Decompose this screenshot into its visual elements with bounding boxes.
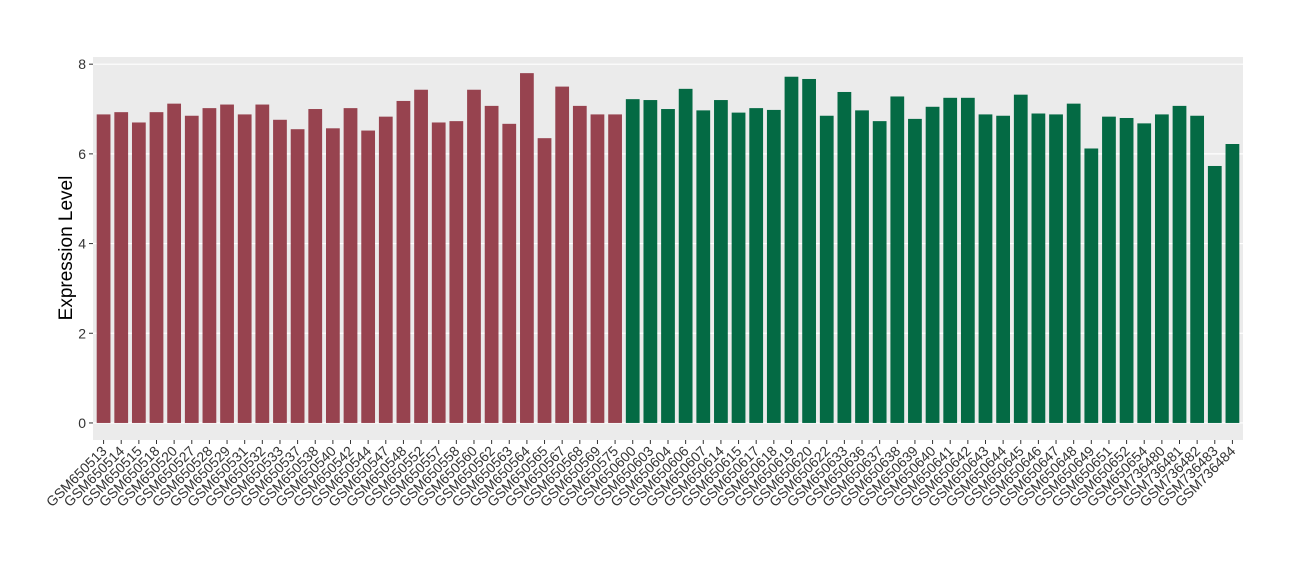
bar [467,89,481,423]
bar [960,97,975,423]
bar [237,114,252,423]
bar [625,99,640,423]
bar [731,112,746,423]
bar [872,121,887,423]
bar [890,96,905,423]
bar [1172,105,1187,423]
bar [1225,144,1240,423]
bar [802,78,816,423]
bar [925,106,940,423]
bar [714,100,728,423]
bar [184,115,199,423]
bar [1190,115,1205,423]
bar [1084,148,1099,423]
bar [819,115,834,423]
bar [414,89,428,423]
bar [220,104,234,423]
bar [784,76,799,423]
bar [978,114,993,423]
bar [1154,114,1169,423]
y-tick-label: 8 [78,56,86,72]
bar [520,73,534,423]
y-tick-label: 0 [78,415,86,431]
bar [643,100,658,423]
bar [114,112,129,423]
bar [484,105,499,423]
bar [749,108,764,423]
bar [131,122,146,423]
bar [325,128,340,423]
bar [502,123,517,423]
bar [908,118,922,423]
bar [202,108,217,423]
bar [255,104,270,423]
bar [167,103,182,423]
bar [555,86,570,423]
bar [290,129,305,423]
bar [431,122,446,423]
bar [661,109,675,423]
bar [1013,94,1028,423]
y-tick-label: 4 [78,236,86,252]
y-tick-label: 2 [78,325,86,341]
bar [855,110,869,423]
bar [361,130,376,423]
bar [1119,117,1134,423]
bar [837,91,852,423]
bar [1049,114,1063,423]
bar [396,100,411,423]
bar [696,110,711,423]
bar [678,88,693,423]
bar [308,109,323,423]
bar [96,114,111,423]
bar [343,108,358,423]
bar [943,97,958,423]
bar [590,114,605,423]
bar [149,112,164,423]
bar [1207,165,1222,423]
bar [766,109,781,423]
bar [1066,103,1081,423]
bar [572,105,587,423]
bar [537,138,552,423]
bar [1031,113,1046,423]
bar [608,114,622,423]
bar [996,115,1011,423]
y-tick-label: 6 [78,146,86,162]
bar [449,121,464,423]
y-axis-label: Expression Level [56,176,77,321]
bar [273,119,287,423]
bar [378,116,393,423]
bar [1102,116,1116,423]
bar [1137,123,1152,423]
